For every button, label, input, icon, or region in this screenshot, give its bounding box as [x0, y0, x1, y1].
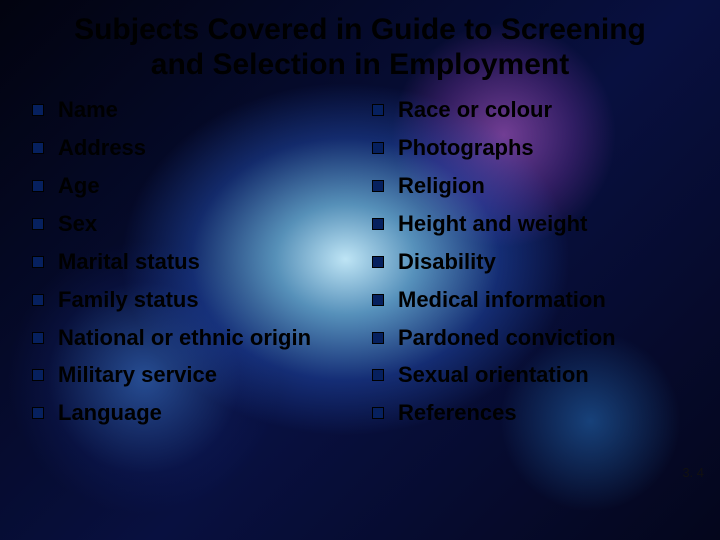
square-bullet-icon — [372, 332, 384, 344]
item-label: Marital status — [58, 249, 200, 275]
item-label: Religion — [398, 173, 485, 199]
item-label: Height and weight — [398, 211, 587, 237]
list-item: Disability — [372, 249, 688, 275]
item-label: Military service — [58, 362, 217, 388]
square-bullet-icon — [372, 104, 384, 116]
item-label: Language — [58, 400, 162, 426]
page-number: 3. 4 — [682, 465, 704, 480]
list-item: Family status — [32, 287, 348, 313]
list-item: Marital status — [32, 249, 348, 275]
square-bullet-icon — [372, 294, 384, 306]
square-bullet-icon — [372, 142, 384, 154]
square-bullet-icon — [32, 294, 44, 306]
slide: Subjects Covered in Guide to Screening a… — [0, 0, 720, 540]
list-item: Language — [32, 400, 348, 426]
square-bullet-icon — [32, 369, 44, 381]
list-item: Race or colour — [372, 97, 688, 123]
square-bullet-icon — [32, 142, 44, 154]
item-label: Family status — [58, 287, 199, 313]
item-label: Medical information — [398, 287, 606, 313]
square-bullet-icon — [32, 218, 44, 230]
item-label: Disability — [398, 249, 496, 275]
item-label: References — [398, 400, 517, 426]
item-label: Photographs — [398, 135, 534, 161]
square-bullet-icon — [372, 180, 384, 192]
list-item: Name — [32, 97, 348, 123]
square-bullet-icon — [372, 407, 384, 419]
item-label: Pardoned conviction — [398, 325, 616, 351]
list-item: Pardoned conviction — [372, 325, 688, 351]
list-item: National or ethnic origin — [32, 325, 348, 351]
list-item: References — [372, 400, 688, 426]
item-label: Sex — [58, 211, 97, 237]
list-item: Address — [32, 135, 348, 161]
item-label: Race or colour — [398, 97, 552, 123]
list-item: Photographs — [372, 135, 688, 161]
square-bullet-icon — [372, 369, 384, 381]
square-bullet-icon — [32, 256, 44, 268]
square-bullet-icon — [32, 104, 44, 116]
item-label: Sexual orientation — [398, 362, 589, 388]
list-item: Height and weight — [372, 211, 688, 237]
square-bullet-icon — [372, 256, 384, 268]
left-column: Name Address Age Sex Marital status Fami… — [32, 97, 348, 439]
list-item: Medical information — [372, 287, 688, 313]
slide-title: Subjects Covered in Guide to Screening a… — [68, 12, 652, 83]
item-label: Age — [58, 173, 100, 199]
right-column: Race or colour Photographs Religion Heig… — [372, 97, 688, 439]
item-label: Name — [58, 97, 118, 123]
list-item: Sexual orientation — [372, 362, 688, 388]
list-item: Age — [32, 173, 348, 199]
square-bullet-icon — [32, 332, 44, 344]
square-bullet-icon — [32, 180, 44, 192]
square-bullet-icon — [372, 218, 384, 230]
item-label: National or ethnic origin — [58, 325, 311, 351]
item-label: Address — [58, 135, 146, 161]
list-item: Military service — [32, 362, 348, 388]
list-item: Religion — [372, 173, 688, 199]
content-columns: Name Address Age Sex Marital status Fami… — [28, 97, 692, 439]
list-item: Sex — [32, 211, 348, 237]
square-bullet-icon — [32, 407, 44, 419]
